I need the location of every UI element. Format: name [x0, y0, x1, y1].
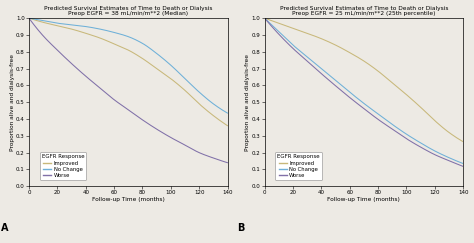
- Text: A: A: [1, 223, 9, 233]
- Title: Predicted Survival Estimates of Time to Death or Dialysis
Preop EGFR = 38 mL/min: Predicted Survival Estimates of Time to …: [44, 6, 212, 16]
- X-axis label: Follow-up Time (months): Follow-up Time (months): [92, 197, 164, 202]
- Y-axis label: Proportion alive and dialysis-free: Proportion alive and dialysis-free: [245, 54, 250, 151]
- Y-axis label: Proportion alive and dialysis-free: Proportion alive and dialysis-free: [9, 54, 15, 151]
- X-axis label: Follow-up Time (months): Follow-up Time (months): [328, 197, 401, 202]
- Title: Predicted Survival Estimates of Time to Death or Dialysis
Preop EGFR = 25 mL/min: Predicted Survival Estimates of Time to …: [280, 6, 448, 16]
- Text: B: B: [237, 223, 244, 233]
- Legend: Improved, No Change, Worse: Improved, No Change, Worse: [39, 152, 86, 180]
- Legend: Improved, No Change, Worse: Improved, No Change, Worse: [275, 152, 322, 180]
